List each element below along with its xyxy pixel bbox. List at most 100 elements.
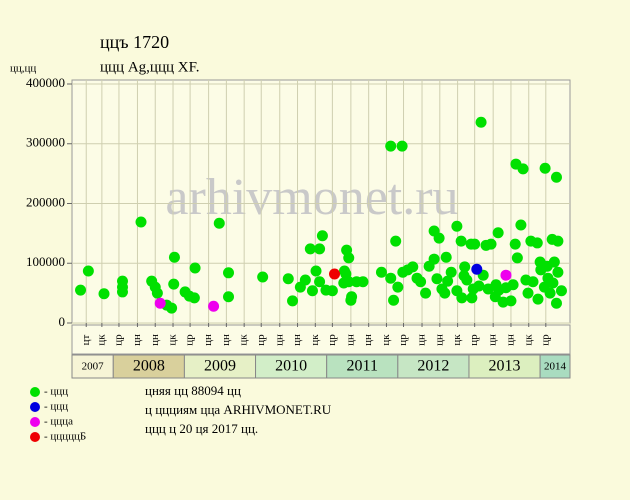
x-tick-label: цн <box>344 334 356 346</box>
year-label: 2008 <box>133 358 165 375</box>
x-tick-label: цр <box>397 334 409 346</box>
point <box>475 116 487 128</box>
point <box>415 276 427 288</box>
point <box>552 235 564 247</box>
x-tick-label: цр <box>255 334 267 346</box>
point <box>420 287 432 299</box>
x-tick-label: цн <box>149 334 161 346</box>
point <box>531 237 543 249</box>
x-tick-label: цн <box>220 334 232 346</box>
x-tick-label: цк <box>451 334 463 346</box>
point <box>314 276 326 288</box>
x-tick-label: цт <box>80 334 92 345</box>
footer-note: ц ццциям цца ARHIVMONET.RU <box>145 402 332 417</box>
chart-subtitle: ццц Ag,ццц XF. <box>100 59 199 75</box>
point <box>455 235 467 247</box>
point <box>135 216 147 228</box>
x-tick-label: цн <box>273 334 285 346</box>
year-label: 2012 <box>417 358 449 375</box>
year-label: 2011 <box>347 358 378 375</box>
point <box>282 273 294 285</box>
point <box>515 219 527 231</box>
year-band <box>539 354 571 379</box>
point <box>385 140 397 152</box>
x-tick-label: цр <box>539 334 551 346</box>
point <box>433 232 445 244</box>
point <box>442 275 454 287</box>
year-label: 2014 <box>544 361 567 373</box>
x-tick-label: цн <box>416 334 428 346</box>
quarter-row <box>71 324 571 355</box>
point <box>375 266 387 278</box>
dots <box>75 116 567 314</box>
x-tick-label: цк <box>238 334 250 346</box>
point <box>473 280 485 292</box>
point <box>492 227 504 239</box>
point <box>326 285 338 297</box>
legend-marker <box>30 417 40 427</box>
point <box>223 267 235 279</box>
legend-label: - ццц <box>44 401 68 413</box>
x-tick-label: цк <box>95 334 107 346</box>
point <box>117 286 129 298</box>
point <box>392 281 404 293</box>
x-tick-label: цн <box>487 334 499 346</box>
point <box>541 260 553 272</box>
point <box>166 302 178 314</box>
point <box>98 288 110 300</box>
point <box>168 251 180 263</box>
point <box>539 162 551 174</box>
point <box>316 230 328 242</box>
footer-note: ццц ц 20 ця 2017 цц. <box>145 421 258 436</box>
x-tick-label: цн <box>202 334 214 346</box>
x-tick-label: цр <box>468 334 480 346</box>
point <box>550 171 562 183</box>
year-label: 2007 <box>82 361 105 373</box>
point <box>456 292 468 304</box>
point <box>287 295 299 307</box>
x-tick-label: цн <box>131 334 143 346</box>
point <box>532 293 544 305</box>
point <box>188 292 200 304</box>
point <box>329 268 341 280</box>
point <box>306 285 318 297</box>
point <box>507 279 519 291</box>
point <box>314 243 326 255</box>
point <box>445 266 457 278</box>
x-tick-label: цр <box>112 334 124 346</box>
point <box>500 269 512 281</box>
point <box>168 278 180 290</box>
point <box>440 251 452 263</box>
y-tick-label: 400000 <box>26 75 65 90</box>
year-label: 2013 <box>489 358 521 375</box>
watermark: arhivmonet.ru <box>165 169 458 226</box>
point <box>213 217 225 229</box>
point <box>547 277 559 289</box>
x-tick-label: цк <box>522 334 534 346</box>
point <box>439 287 451 299</box>
x-tick-label: цк <box>167 334 179 346</box>
point <box>304 243 316 255</box>
point <box>346 291 358 303</box>
point <box>151 287 163 299</box>
y-tick-label: 0 <box>59 314 66 329</box>
point <box>552 266 564 278</box>
point <box>527 276 539 288</box>
point <box>459 261 471 273</box>
point <box>223 291 235 303</box>
x-tick-label: цк <box>309 334 321 346</box>
point <box>343 252 355 264</box>
point <box>511 252 523 264</box>
point <box>407 261 419 273</box>
x-tick-label: цр <box>184 334 196 346</box>
point <box>431 273 443 285</box>
legend-marker <box>30 387 40 397</box>
x-tick-label: цн <box>504 334 516 346</box>
point <box>310 265 322 277</box>
year-label: 2010 <box>275 358 307 375</box>
x-tick-label: цн <box>291 334 303 346</box>
point <box>189 262 201 274</box>
point <box>505 295 517 307</box>
